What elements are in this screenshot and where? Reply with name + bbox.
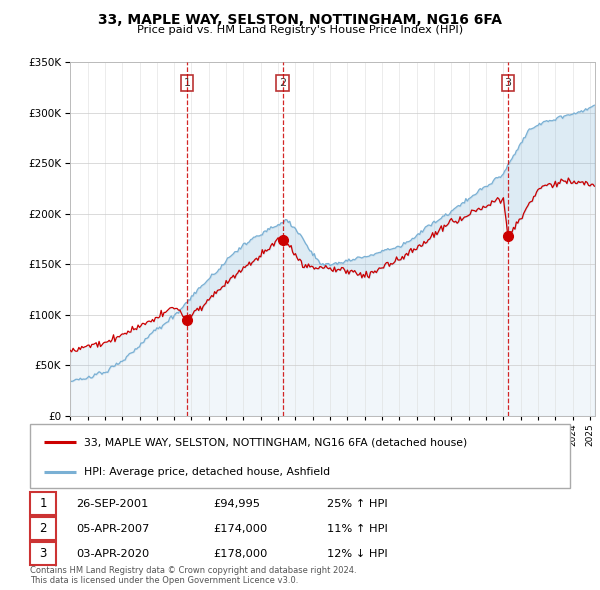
Text: 05-APR-2007: 05-APR-2007 bbox=[76, 524, 149, 533]
Text: 2: 2 bbox=[39, 522, 47, 535]
Text: 2: 2 bbox=[279, 78, 286, 88]
Text: 26-SEP-2001: 26-SEP-2001 bbox=[76, 499, 148, 509]
Text: 03-APR-2020: 03-APR-2020 bbox=[76, 549, 149, 559]
Text: 11% ↑ HPI: 11% ↑ HPI bbox=[327, 524, 388, 533]
FancyBboxPatch shape bbox=[30, 517, 56, 540]
Text: £94,995: £94,995 bbox=[214, 499, 260, 509]
Text: 33, MAPLE WAY, SELSTON, NOTTINGHAM, NG16 6FA (detached house): 33, MAPLE WAY, SELSTON, NOTTINGHAM, NG16… bbox=[84, 437, 467, 447]
Text: Price paid vs. HM Land Registry's House Price Index (HPI): Price paid vs. HM Land Registry's House … bbox=[137, 25, 463, 35]
Text: £178,000: £178,000 bbox=[214, 549, 268, 559]
Text: £174,000: £174,000 bbox=[214, 524, 268, 533]
Text: 3: 3 bbox=[39, 547, 47, 560]
Text: 1: 1 bbox=[39, 497, 47, 510]
Text: 1: 1 bbox=[184, 78, 190, 88]
FancyBboxPatch shape bbox=[30, 424, 570, 488]
Text: HPI: Average price, detached house, Ashfield: HPI: Average price, detached house, Ashf… bbox=[84, 467, 330, 477]
FancyBboxPatch shape bbox=[30, 542, 56, 565]
Text: 12% ↓ HPI: 12% ↓ HPI bbox=[327, 549, 388, 559]
Text: 3: 3 bbox=[505, 78, 511, 88]
Text: Contains HM Land Registry data © Crown copyright and database right 2024.
This d: Contains HM Land Registry data © Crown c… bbox=[30, 566, 356, 585]
Text: 25% ↑ HPI: 25% ↑ HPI bbox=[327, 499, 388, 509]
Text: 33, MAPLE WAY, SELSTON, NOTTINGHAM, NG16 6FA: 33, MAPLE WAY, SELSTON, NOTTINGHAM, NG16… bbox=[98, 13, 502, 27]
FancyBboxPatch shape bbox=[30, 493, 56, 515]
